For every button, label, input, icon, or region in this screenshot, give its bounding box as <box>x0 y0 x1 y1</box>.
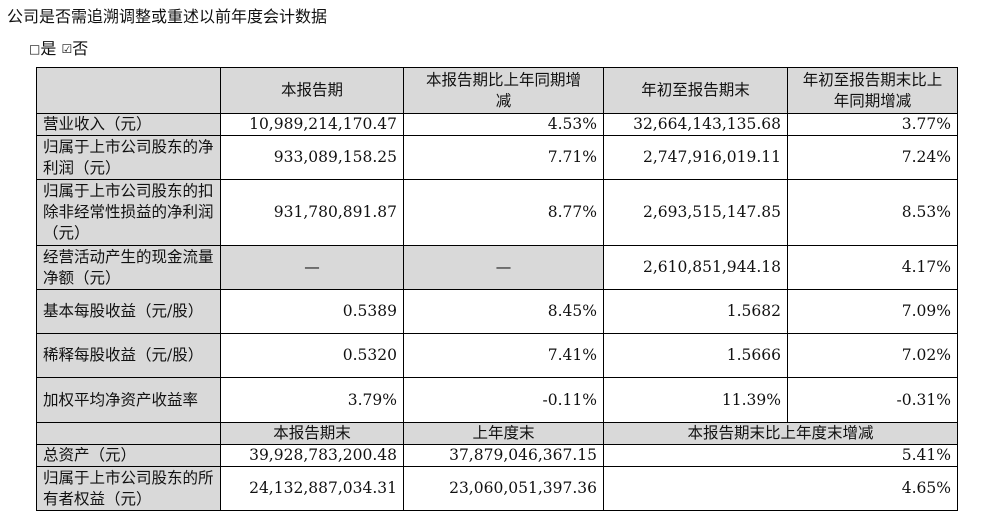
table-row: 营业收入（元） 10,989,214,170.47 4.53% 32,664,1… <box>36 113 958 136</box>
header-cell: 本报告期末 <box>220 422 404 445</box>
value-cell: 931,780,891.87 <box>220 179 404 246</box>
value-cell: 5.41% <box>603 444 958 467</box>
value-cell: 7.71% <box>403 135 604 180</box>
value-cell: 23,060,051,397.36 <box>403 466 604 511</box>
value-cell: 2,747,916,019.11 <box>603 135 788 180</box>
value-cell: 32,664,143,135.68 <box>603 113 788 136</box>
choice-no-label: 否 <box>72 39 89 58</box>
value-cell: 7.09% <box>787 289 958 334</box>
table-row: 基本每股收益（元/股） 0.5389 8.45% 1.5682 7.09% <box>36 289 958 334</box>
value-cell: -0.31% <box>787 377 958 423</box>
value-cell: 8.45% <box>403 289 604 334</box>
value-cell: 3.77% <box>787 113 958 136</box>
table-subheader-row: 本报告期末 上年度末 本报告期末比上年度末增减 <box>36 422 958 445</box>
value-cell: 4.53% <box>403 113 604 136</box>
value-cell: 3.79% <box>220 377 404 423</box>
value-cell: 0.5320 <box>220 333 404 378</box>
value-cell: -0.11% <box>403 377 604 423</box>
value-cell: 7.02% <box>787 333 958 378</box>
table-row: 归属于上市公司股东的扣除非经常性损益的净利润（元） 931,780,891.87… <box>36 179 958 246</box>
value-cell: 24,132,887,034.31 <box>220 466 404 511</box>
value-cell: 4.65% <box>603 466 958 511</box>
table-row: 归属于上市公司股东的净利润（元） 933,089,158.25 7.71% 2,… <box>36 135 958 180</box>
value-cell: 2,693,515,147.85 <box>603 179 788 246</box>
header-cell <box>36 67 221 114</box>
header-cell: 年初至报告期末比上年同期增减 <box>787 67 958 114</box>
row-label: 经营活动产生的现金流量净额（元） <box>36 245 221 290</box>
row-label: 加权平均净资产收益率 <box>36 377 221 423</box>
value-cell: 4.17% <box>787 245 958 290</box>
table-row: 经营活动产生的现金流量净额（元） — — 2,610,851,944.18 4.… <box>36 245 958 290</box>
row-label: 稀释每股收益（元/股） <box>36 333 221 378</box>
checkbox-no[interactable]: ☑ <box>61 42 73 56</box>
checkbox-yes[interactable]: □ <box>29 42 41 56</box>
restatement-choice: □是 ☑否 <box>29 38 88 60</box>
row-label: 归属于上市公司股东的所有者权益（元） <box>36 466 221 511</box>
value-cell: 1.5666 <box>603 333 788 378</box>
header-cell: 年初至报告期末 <box>603 67 788 114</box>
page-title: 公司是否需追溯调整或重述以前年度会计数据 <box>7 7 328 26</box>
row-label: 归属于上市公司股东的净利润（元） <box>36 135 221 180</box>
header-cell: 本报告期 <box>220 67 404 114</box>
value-cell: — <box>403 245 604 290</box>
row-label: 营业收入（元） <box>36 113 221 136</box>
value-cell: — <box>220 245 404 290</box>
table-row: 总资产（元） 39,928,783,200.48 37,879,046,367.… <box>36 444 958 467</box>
value-cell: 0.5389 <box>220 289 404 334</box>
value-cell: 10,989,214,170.47 <box>220 113 404 136</box>
row-label: 归属于上市公司股东的扣除非经常性损益的净利润（元） <box>36 179 221 246</box>
header-cell <box>36 422 221 445</box>
value-cell: 37,879,046,367.15 <box>403 444 604 467</box>
table-row: 加权平均净资产收益率 3.79% -0.11% 11.39% -0.31% <box>36 377 958 423</box>
value-cell: 933,089,158.25 <box>220 135 404 180</box>
table-row: 归属于上市公司股东的所有者权益（元） 24,132,887,034.31 23,… <box>36 466 958 511</box>
table-header-row: 本报告期 本报告期比上年同期增减 年初至报告期末 年初至报告期末比上年同期增减 <box>36 67 958 114</box>
value-cell: 7.41% <box>403 333 604 378</box>
value-cell: 39,928,783,200.48 <box>220 444 404 467</box>
value-cell: 2,610,851,944.18 <box>603 245 788 290</box>
value-cell: 7.24% <box>787 135 958 180</box>
row-label: 基本每股收益（元/股） <box>36 289 221 334</box>
value-cell: 8.53% <box>787 179 958 246</box>
financial-data-table: 本报告期 本报告期比上年同期增减 年初至报告期末 年初至报告期末比上年同期增减 … <box>36 67 958 511</box>
header-cell: 上年度末 <box>403 422 604 445</box>
choice-yes-label: 是 <box>40 39 57 58</box>
table-row: 稀释每股收益（元/股） 0.5320 7.41% 1.5666 7.02% <box>36 333 958 378</box>
header-cell: 本报告期末比上年度末增减 <box>603 422 958 445</box>
value-cell: 11.39% <box>603 377 788 423</box>
value-cell: 1.5682 <box>603 289 788 334</box>
header-cell: 本报告期比上年同期增减 <box>403 67 604 114</box>
value-cell: 8.77% <box>403 179 604 246</box>
row-label: 总资产（元） <box>36 444 221 467</box>
